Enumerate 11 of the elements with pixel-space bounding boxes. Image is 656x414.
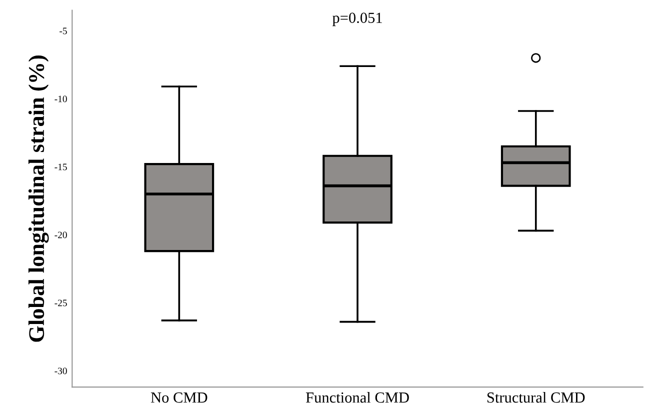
y-axis-title: Global longitudinal strain (%) (28, 56, 49, 342)
y-tick-label: -15 (54, 164, 67, 170)
y-tick-label: -30 (54, 368, 67, 374)
y-tick-label: -25 (54, 300, 67, 306)
y-tick-label: -10 (54, 96, 67, 102)
annotation: p=0.051 (332, 12, 382, 26)
x-tick-label: No CMD (150, 392, 208, 403)
x-tick-label: Functional CMD (306, 392, 409, 403)
y-tick-label: -5 (60, 28, 67, 34)
x-tick-label: Structural CMD (487, 392, 585, 403)
y-tick-label: -20 (54, 232, 67, 238)
